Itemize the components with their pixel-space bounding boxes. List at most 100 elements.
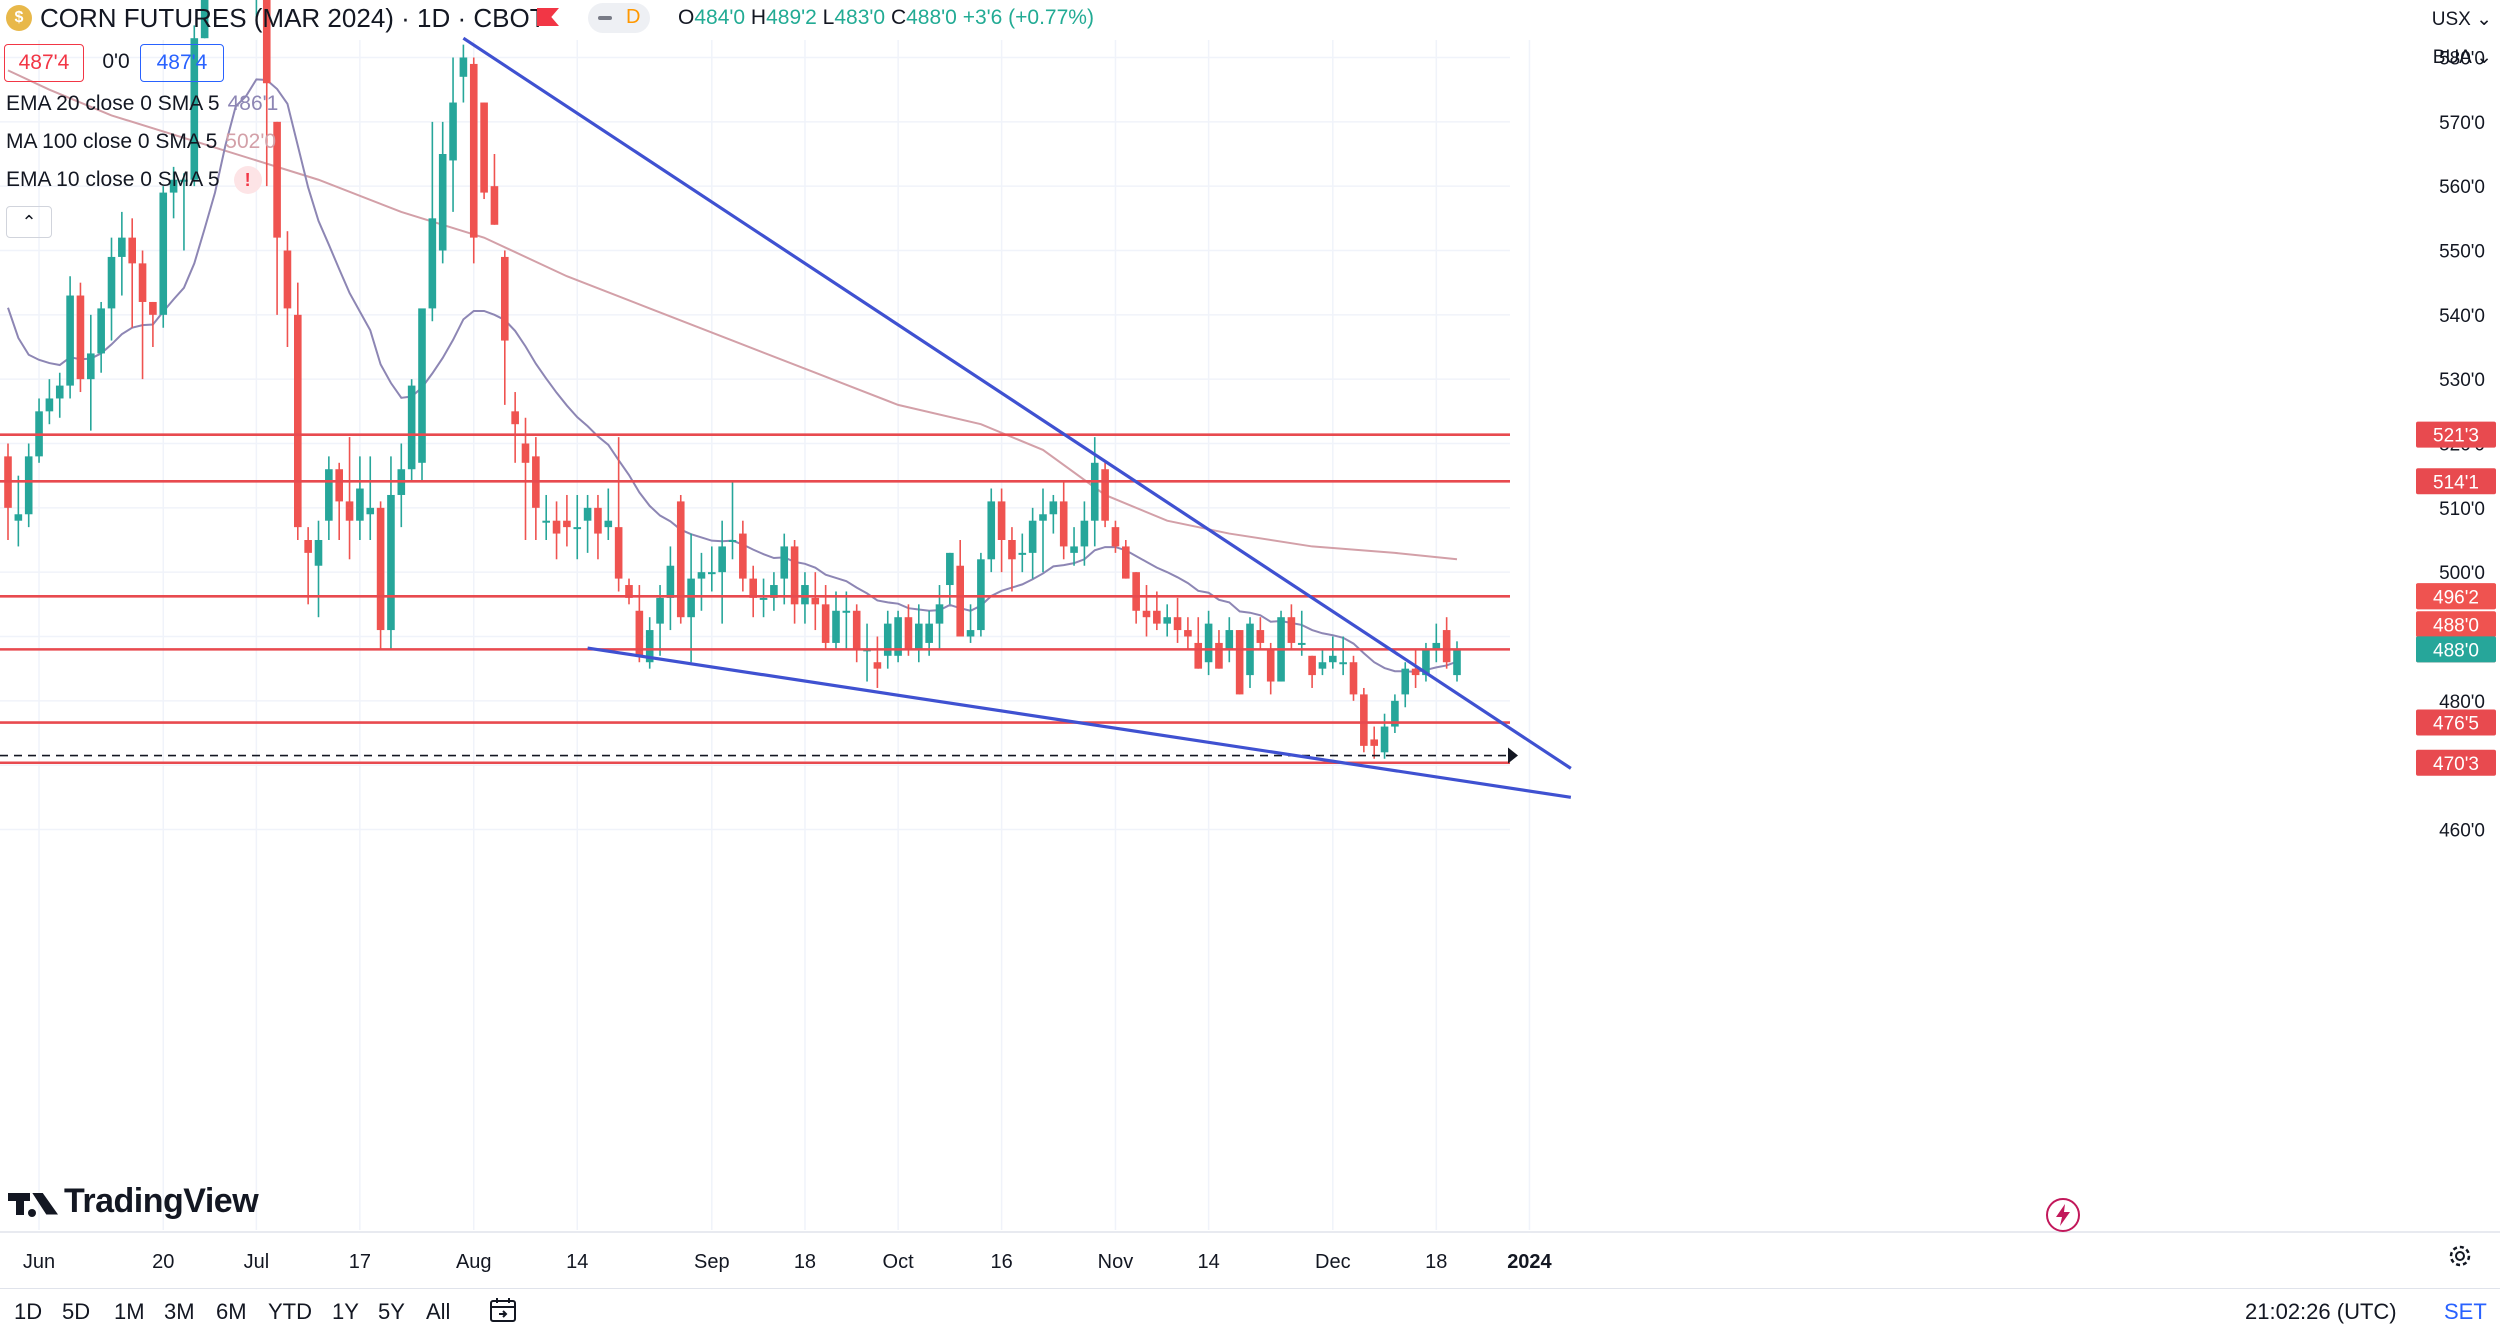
candle-body [718, 546, 726, 573]
candle-body [407, 385, 416, 470]
unit-selector[interactable]: BUA ⌄ [2432, 47, 2492, 68]
candle-body [45, 398, 54, 412]
low-value: 483'0 [834, 6, 886, 29]
candle-body [480, 102, 488, 193]
indicator-ema20[interactable]: EMA 20 close 0 SMA 5 486'1 [6, 92, 278, 116]
range-5d-button[interactable]: 5D [62, 1299, 91, 1324]
sell-button[interactable]: 487'4 [4, 44, 84, 82]
candle-body [356, 488, 364, 521]
candle-body [780, 546, 789, 579]
trendline [587, 646, 1572, 799]
open-label: O [678, 6, 695, 29]
range-ytd-button[interactable]: YTD [268, 1299, 312, 1324]
buy-button[interactable]: 487'4 [140, 44, 224, 82]
candle-body [1132, 572, 1140, 611]
close-value: 488'0 [906, 6, 957, 29]
candle-body [118, 237, 126, 257]
x-tick-label: Jul [244, 1251, 270, 1273]
candle-body [1039, 514, 1047, 521]
candle-body [676, 501, 685, 618]
y-tick-label: 530'0 [2439, 370, 2485, 391]
candle-body [1391, 700, 1399, 727]
range-1m-button[interactable]: 1M [114, 1299, 145, 1324]
candle-body [428, 218, 437, 309]
bottom-toolbar: 1D 5D 1M 3M 6M YTD 1Y 5Y All 21:02:26 (U… [0, 1288, 2500, 1333]
calendar-range-icon[interactable] [488, 1296, 518, 1324]
indicator-ma100[interactable]: MA 100 close 0 SMA 5 502'0 [6, 130, 276, 154]
currency-selector[interactable]: USX ⌄ [2431, 9, 2492, 30]
price-tag-label: 488'0 [2433, 615, 2479, 636]
candle-body [366, 507, 375, 515]
candle-body [1153, 610, 1161, 624]
candle-body [169, 179, 178, 193]
candle-body [459, 57, 468, 77]
candle-body [128, 237, 136, 264]
utc-clock[interactable]: 21:02:26 (UTC) [2245, 1299, 2397, 1324]
candle-body [1339, 662, 1347, 665]
trendline [462, 36, 1572, 770]
symbol-title[interactable]: CORN FUTURES (MAR 2024) · 1D · CBOT [40, 3, 546, 33]
candle-body [1287, 617, 1296, 643]
level-tag [2416, 749, 2496, 776]
y-tick-label: 590'0 [2439, 0, 2485, 5]
candle-body [625, 585, 633, 598]
candle-body [946, 552, 954, 586]
flag-icon[interactable] [537, 8, 559, 26]
x-tick-label: Sep [694, 1251, 730, 1273]
candle-body [687, 578, 695, 618]
candle-body [739, 533, 747, 579]
candle-body [821, 604, 830, 643]
candle-body [604, 520, 613, 528]
candle-body [542, 520, 550, 523]
ma100-line [7, 69, 1458, 561]
gear-icon[interactable] [2446, 1242, 2474, 1270]
candle-body [314, 540, 323, 566]
candle-body [149, 301, 157, 315]
candle-body [1432, 642, 1441, 650]
candle-body [159, 192, 168, 315]
candle-body [1028, 520, 1037, 553]
candle-body [563, 520, 571, 528]
y-tick-label: 560'0 [2439, 177, 2485, 198]
candle-body [1308, 655, 1316, 676]
range-6m-button[interactable]: 6M [216, 1299, 247, 1324]
candle-body [469, 63, 478, 238]
range-5y-button[interactable]: 5Y [378, 1299, 405, 1324]
x-tick-label: Dec [1315, 1251, 1351, 1273]
last-price-marker [1508, 747, 1518, 764]
candle-body [14, 514, 23, 521]
level-tag-label: 470'3 [2433, 754, 2479, 775]
candle-body [656, 597, 664, 624]
candle-body [1318, 662, 1327, 669]
candle-body [1401, 668, 1410, 695]
range-3m-button[interactable]: 3M [164, 1299, 195, 1324]
range-1d-button[interactable]: 1D [14, 1299, 43, 1324]
candle-body [966, 630, 975, 637]
candle-body [1122, 546, 1130, 579]
range-1y-button[interactable]: 1Y [332, 1299, 359, 1324]
indicator-label: EMA 20 close 0 SMA 5 [6, 92, 220, 115]
interval-pill[interactable]: D [588, 3, 650, 33]
x-tick-label: 2024 [1507, 1251, 1552, 1273]
candle-body [273, 121, 281, 238]
warning-icon[interactable]: ! [233, 166, 262, 194]
indicator-ema10[interactable]: EMA 10 close 0 SMA 5! [6, 166, 262, 194]
candle-body [811, 597, 820, 605]
price-tag-label: 496'2 [2433, 587, 2479, 608]
candle-body [697, 572, 706, 579]
y-tick-label: 460'0 [2439, 821, 2485, 842]
candle-body [200, 0, 209, 39]
candle-body [842, 610, 851, 613]
range-all-button[interactable]: All [426, 1299, 451, 1324]
x-tick-label: Jun [23, 1251, 55, 1273]
candle-body [635, 610, 644, 656]
candle-body [1090, 462, 1099, 521]
candle-body [490, 186, 499, 225]
session-button[interactable]: SET [2444, 1299, 2487, 1324]
x-tick-label: 18 [794, 1251, 816, 1273]
chevron-up-icon[interactable]: ⌃ [6, 206, 52, 238]
candle-body [1101, 469, 1109, 521]
price-tag [2416, 611, 2496, 638]
lightning-icon[interactable] [2045, 1197, 2081, 1233]
